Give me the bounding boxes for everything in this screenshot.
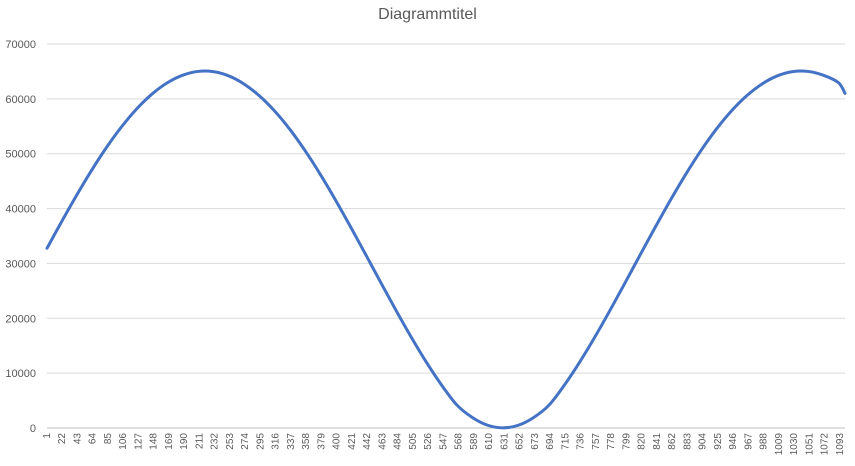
- x-tick-label: 673: [530, 433, 541, 450]
- x-tick-label: 715: [560, 433, 571, 450]
- x-tick-label: 22: [57, 433, 68, 445]
- x-tick-label: 736: [576, 433, 587, 450]
- x-tick-label: 778: [606, 433, 617, 450]
- x-tick-label: 988: [759, 433, 770, 450]
- x-tick-label: 379: [316, 433, 327, 450]
- chart-title: Diagrammtitel: [378, 6, 477, 23]
- x-tick-label: 463: [377, 433, 388, 450]
- x-tick-label: 421: [347, 433, 358, 450]
- x-tick-label: 505: [408, 433, 419, 450]
- x-tick-label: 1009: [774, 433, 785, 456]
- x-tick-label: 211: [194, 433, 205, 449]
- y-tick-label: 40000: [5, 204, 36, 216]
- x-tick-label: 127: [133, 433, 144, 450]
- x-tick-label: 85: [103, 433, 114, 445]
- y-tick-label: 10000: [5, 368, 36, 380]
- x-tick-label: 337: [286, 433, 297, 450]
- series-line: [45, 69, 847, 430]
- x-tick-label: 757: [591, 433, 602, 450]
- x-tick-label: 883: [682, 433, 693, 450]
- x-tick-label: 967: [743, 433, 754, 450]
- x-tick-label: 190: [179, 433, 190, 450]
- x-tick-label: 400: [332, 433, 343, 450]
- x-tick-label: 106: [118, 433, 129, 450]
- x-tick-label: 799: [621, 433, 632, 450]
- x-tick-label: 295: [255, 433, 266, 450]
- y-tick-label: 0: [30, 423, 36, 435]
- y-tick-label: 70000: [5, 39, 36, 51]
- x-tick-label: 610: [484, 433, 495, 450]
- x-tick-label: 43: [72, 433, 83, 445]
- x-tick-label: 925: [713, 433, 724, 450]
- x-tick-label: 631: [499, 433, 510, 450]
- x-tick-label: 1093: [835, 433, 846, 456]
- x-tick-label: 484: [393, 433, 404, 450]
- x-tick-label: 652: [515, 433, 526, 450]
- x-tick-label: 316: [271, 433, 282, 450]
- x-tick-label: 1051: [804, 433, 815, 456]
- x-tick-label: 589: [469, 433, 480, 450]
- x-tick-label: 1072: [820, 433, 831, 456]
- x-tick-label: 946: [728, 433, 739, 450]
- x-tick-label: 274: [240, 433, 251, 450]
- x-tick-label: 232: [210, 433, 221, 450]
- x-tick-label: 169: [164, 433, 175, 450]
- x-tick-label: 904: [698, 433, 709, 450]
- x-tick-label: 694: [545, 433, 556, 450]
- y-tick-label: 50000: [5, 149, 36, 161]
- x-tick-label: 358: [301, 433, 312, 450]
- x-tick-label: 568: [454, 433, 465, 450]
- x-tick-label: 820: [637, 433, 648, 450]
- x-tick-label: 1: [42, 433, 53, 439]
- x-tick-label: 253: [225, 433, 236, 450]
- x-tick-label: 442: [362, 433, 373, 450]
- x-tick-label: 148: [149, 433, 160, 450]
- x-tick-label: 526: [423, 433, 434, 450]
- x-tick-label: 862: [667, 433, 678, 450]
- y-tick-label: 30000: [5, 258, 36, 270]
- y-tick-label: 20000: [5, 313, 36, 325]
- x-tick-label: 64: [88, 433, 99, 445]
- x-tick-label: 841: [652, 433, 663, 450]
- x-tick-label: 1030: [789, 433, 800, 456]
- x-tick-label: 547: [438, 433, 449, 450]
- y-tick-label: 60000: [5, 94, 36, 106]
